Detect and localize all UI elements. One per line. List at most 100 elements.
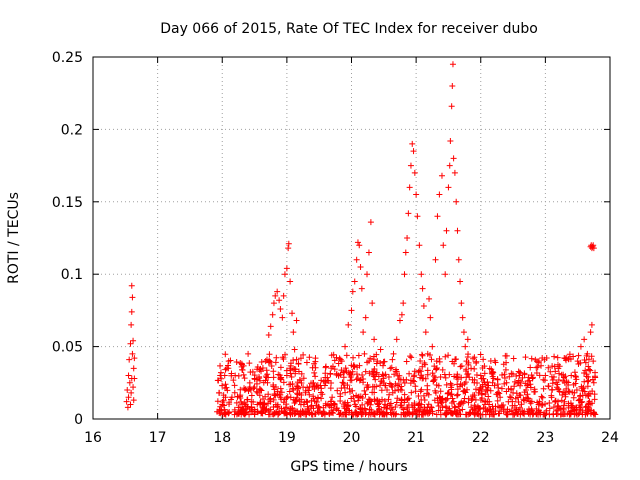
data-point (270, 300, 277, 307)
data-point (420, 408, 427, 415)
data-point (277, 305, 284, 312)
data-point (576, 409, 583, 416)
data-point (548, 387, 555, 394)
data-point (568, 408, 575, 415)
data-point (427, 404, 434, 411)
data-point (333, 406, 340, 413)
x-tick-label: 17 (149, 430, 167, 446)
data-point (452, 404, 459, 411)
data-point (480, 356, 487, 363)
x-tick-label: 22 (472, 430, 490, 446)
data-point (365, 358, 372, 365)
data-point (296, 411, 303, 418)
data-point (462, 411, 469, 418)
data-point (407, 380, 414, 387)
data-point (412, 383, 419, 390)
data-point (555, 365, 562, 372)
data-point (428, 356, 435, 363)
data-point (582, 392, 589, 399)
data-point (290, 387, 297, 394)
data-point (567, 400, 574, 407)
data-point (342, 399, 349, 406)
data-point (560, 411, 567, 418)
data-point (590, 242, 597, 249)
data-point (262, 393, 269, 400)
data-point (442, 353, 449, 360)
data-point (436, 394, 443, 401)
data-point (457, 278, 464, 285)
data-point (278, 405, 285, 412)
data-point (567, 356, 574, 363)
data-point (249, 368, 256, 375)
data-point (442, 271, 449, 278)
data-point (333, 354, 340, 361)
data-point (421, 359, 428, 366)
data-point (406, 370, 413, 377)
data-point (413, 407, 420, 414)
data-point (582, 367, 589, 374)
data-point (590, 409, 597, 416)
data-point (401, 391, 408, 398)
data-point (580, 384, 587, 391)
data-point (331, 366, 338, 373)
data-point (295, 385, 302, 392)
data-point (457, 363, 464, 370)
data-point (264, 379, 271, 386)
data-point (471, 379, 478, 386)
data-point (394, 395, 401, 402)
data-point (355, 352, 362, 359)
data-point (389, 356, 396, 363)
data-point (409, 140, 416, 147)
data-point (340, 381, 347, 388)
data-point (341, 368, 348, 375)
data-point (354, 239, 361, 246)
data-point (300, 375, 307, 382)
data-point (570, 394, 577, 401)
data-point (217, 369, 224, 376)
data-point (265, 391, 272, 398)
data-point (359, 401, 366, 408)
data-point (337, 410, 344, 417)
data-point (477, 372, 484, 379)
x-tick-label: 16 (84, 430, 102, 446)
data-point (565, 388, 572, 395)
data-point (588, 353, 595, 360)
data-point (267, 358, 274, 365)
data-point (583, 371, 590, 378)
data-point (418, 396, 425, 403)
data-point (585, 363, 592, 370)
data-point (456, 407, 463, 414)
data-point (506, 373, 513, 380)
data-point (129, 350, 136, 357)
data-point (326, 410, 333, 417)
data-point (370, 371, 377, 378)
data-point (458, 374, 465, 381)
data-point (291, 399, 298, 406)
x-tick-label: 20 (343, 430, 361, 446)
data-point (289, 310, 296, 317)
data-point (484, 398, 491, 405)
data-point (572, 380, 579, 387)
data-point (577, 343, 584, 350)
data-point (553, 384, 560, 391)
data-point (423, 407, 430, 414)
data-point (561, 379, 568, 386)
data-point (518, 378, 525, 385)
data-point (333, 405, 340, 412)
data-point (254, 409, 261, 416)
data-point (225, 409, 232, 416)
data-point (391, 387, 398, 394)
data-point (253, 388, 260, 395)
data-point (123, 398, 130, 405)
data-point (334, 387, 341, 394)
data-point (446, 162, 453, 169)
data-point (283, 404, 290, 411)
data-point (527, 364, 534, 371)
data-point (377, 346, 384, 353)
data-point (454, 371, 461, 378)
data-point (477, 411, 484, 418)
data-point (270, 383, 277, 390)
data-point (469, 395, 476, 402)
data-point (589, 243, 596, 250)
data-point (410, 373, 417, 380)
